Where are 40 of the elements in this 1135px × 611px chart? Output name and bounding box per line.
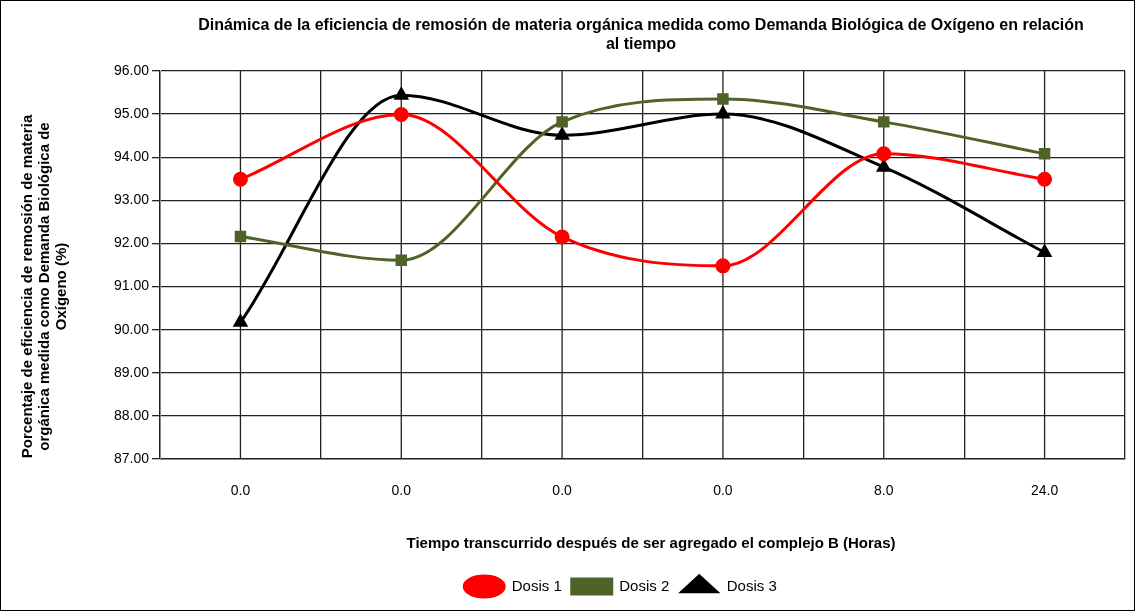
point bbox=[555, 127, 569, 140]
y-tick-label: 95.00 bbox=[113, 104, 150, 121]
legend-label: Dosis 2 bbox=[619, 576, 670, 594]
x-tick-label: 0.0 bbox=[552, 482, 573, 499]
y-tick-label: 96.00 bbox=[113, 61, 150, 78]
legend-label: Dosis 1 bbox=[511, 576, 562, 594]
point bbox=[877, 159, 891, 172]
point bbox=[715, 258, 731, 274]
y-tick-label: 90.00 bbox=[113, 320, 150, 337]
x-tick-label: 0.0 bbox=[713, 482, 733, 499]
legend-label: Dosis 3 bbox=[726, 576, 777, 594]
point bbox=[1037, 245, 1052, 257]
x-tick-label: 24.0 bbox=[1030, 482, 1059, 499]
y-tick-label: 91.00 bbox=[113, 277, 150, 294]
point bbox=[395, 254, 408, 266]
point bbox=[232, 171, 248, 187]
point bbox=[1037, 171, 1053, 187]
x-tick-label: 8.0 bbox=[874, 482, 894, 499]
point bbox=[556, 116, 568, 128]
y-tick-label: 93.00 bbox=[113, 191, 150, 208]
chart-title: Dinámica de la eficiencia de remosión de materia orgánica medida como Demanda Biológica de Oxígeno en relación al tiempo bbox=[197, 15, 1085, 53]
point bbox=[716, 106, 730, 119]
y-tick-label: 92.00 bbox=[113, 234, 150, 251]
y-tick-label: 89.00 bbox=[113, 363, 150, 380]
point bbox=[234, 230, 247, 243]
point bbox=[876, 146, 892, 162]
point bbox=[393, 107, 409, 123]
x-tick-label: 0.0 bbox=[230, 482, 251, 499]
x-tick-label: 0.0 bbox=[391, 482, 412, 499]
point bbox=[233, 314, 248, 327]
point bbox=[554, 229, 570, 245]
point bbox=[1038, 148, 1051, 160]
point bbox=[878, 116, 890, 128]
y-tick-label: 87.00 bbox=[113, 449, 150, 466]
x-axis-title: Tiempo transcurrido después de ser agregado el complejo B (Horas) bbox=[405, 534, 897, 552]
y-tick-label: 88.00 bbox=[113, 406, 150, 423]
point bbox=[394, 87, 408, 100]
y-tick-label: 94.00 bbox=[113, 148, 150, 165]
y-axis-title: Porcentaje de eficiencia de remosión de materia orgánica medida como Demanda Biológica de Oxígeno (%) bbox=[17, 113, 69, 461]
point bbox=[717, 93, 729, 105]
